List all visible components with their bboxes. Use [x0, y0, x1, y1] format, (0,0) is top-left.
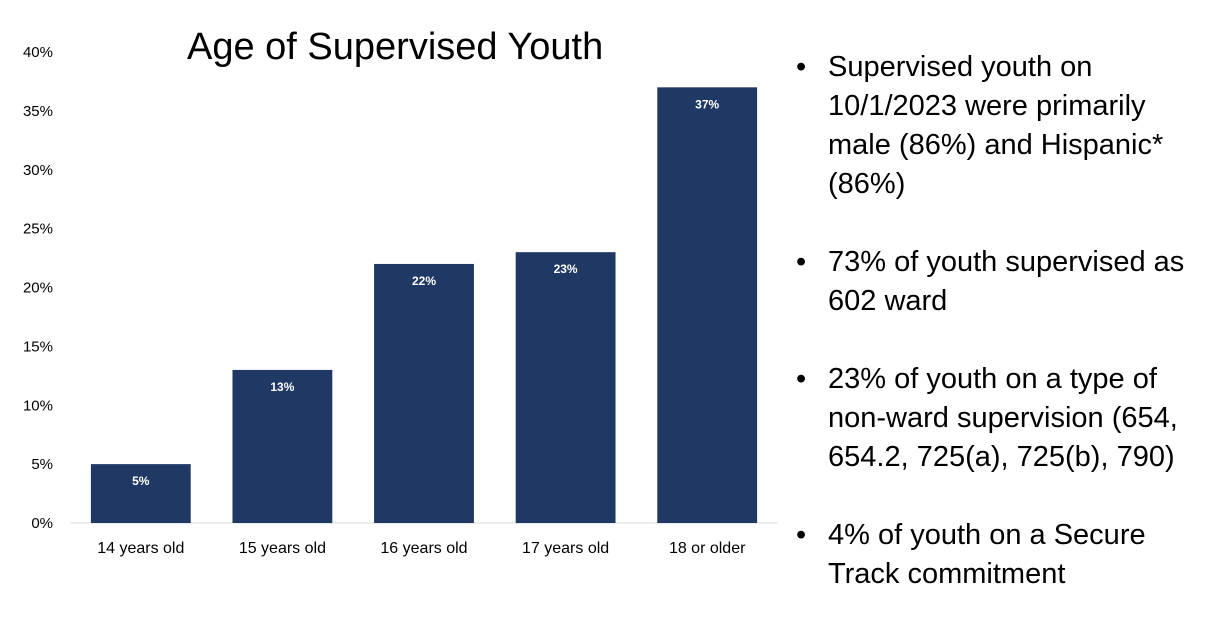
bullet-item-demographics: Supervised youth on 10/1/2023 were prima…: [796, 48, 1206, 204]
bar-chart: 0% 5% 10% 15% 20% 25% 30% 35% 40% 5% 13% 22% 23% 37%…: [23, 44, 778, 557]
x-tick-label: 14 years old: [97, 540, 184, 557]
bar-data-label: 23%: [554, 262, 578, 276]
bar: [90, 464, 191, 523]
bullet-item-602-ward: 73% of youth supervised as 602 ward: [796, 243, 1206, 321]
bullet-item-secure-track: 4% of youth on a Secure Track commitment: [796, 516, 1206, 594]
x-tick-label: 18 or older: [669, 540, 746, 557]
y-tick-label: 20%: [23, 280, 53, 297]
bars: 5% 13% 22% 23% 37%: [90, 87, 758, 524]
bar: [657, 87, 758, 523]
y-tick-label: 30%: [23, 162, 53, 179]
y-tick-label: 10%: [23, 397, 53, 414]
x-tick-label: 15 years old: [239, 540, 326, 557]
y-tick-label: 25%: [23, 221, 53, 238]
bar-data-label: 37%: [695, 97, 719, 111]
bar-data-label: 5%: [132, 474, 150, 488]
y-tick-label: 40%: [23, 44, 53, 61]
y-tick-label: 5%: [31, 456, 53, 473]
bullet-list: Supervised youth on 10/1/2023 were prima…: [796, 48, 1206, 633]
x-tick-label: 17 years old: [522, 540, 609, 557]
bar-data-label: 22%: [412, 274, 436, 288]
y-tick-label: 0%: [31, 515, 53, 532]
bar: [232, 369, 333, 523]
bar-data-label: 13%: [270, 380, 294, 394]
y-tick-label: 15%: [23, 338, 53, 355]
bar: [515, 252, 616, 524]
bar: [374, 263, 474, 523]
x-tick-label: 16 years old: [380, 540, 467, 557]
x-axis-labels: 14 years old 15 years old 16 years old 17 y…: [97, 540, 746, 557]
y-tick-label: 35%: [23, 103, 53, 120]
bullet-item-non-ward: 23% of youth on a type of non-ward super…: [796, 360, 1206, 477]
chart-title: Age of Supervised Youth: [187, 26, 604, 68]
y-axis: 0% 5% 10% 15% 20% 25% 30% 35% 40%: [23, 44, 53, 532]
